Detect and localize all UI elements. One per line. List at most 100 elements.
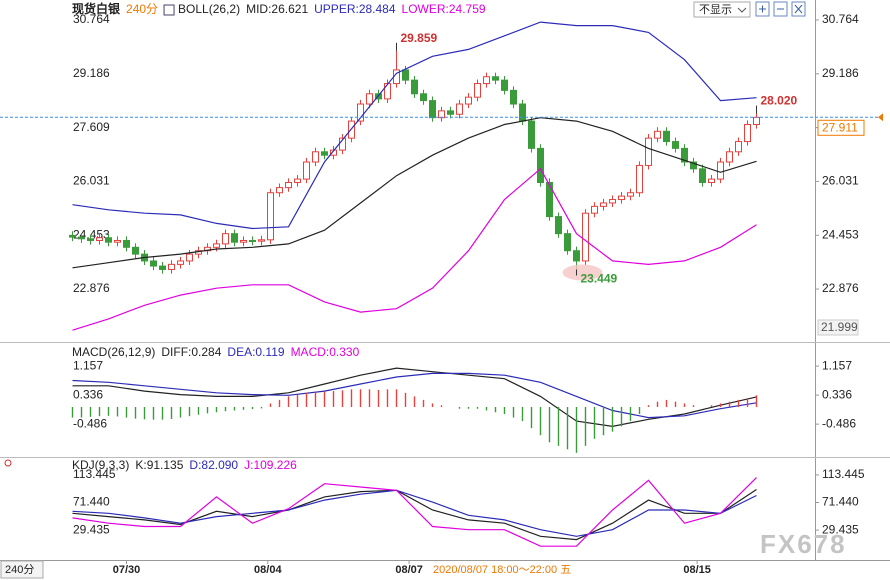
candle-body [240,239,247,243]
indicator-line [72,477,757,547]
candle-body [591,205,598,214]
candle-body [321,151,328,156]
y-tick-label: 30.764 [822,12,859,26]
candle-body [708,178,715,183]
candle-body [627,192,634,197]
y-tick-label-left: 30.764 [73,12,110,26]
dropdown-label: 不显示 [699,3,732,16]
candle-body [726,151,733,163]
dropdown[interactable] [693,1,751,18]
period-label: 240分 [5,563,34,576]
dropdown-arrow [737,7,747,13]
legend-entry: D:82.090 [189,458,238,472]
tool-icons [759,4,803,14]
candle-body [537,147,544,183]
y-tick-label-left: 26.031 [73,174,110,188]
candle-body [87,238,94,241]
candle-body [258,239,265,242]
y-tick-label: 26.031 [822,174,859,188]
candle-body [303,161,310,180]
indicator-line [72,372,757,419]
candle-body [573,250,580,262]
y-tick-label-left: -0.486 [73,416,107,430]
candle-body [420,93,427,102]
candle-body [285,181,292,189]
candle-body [168,263,175,270]
candle-body [276,187,283,194]
indicator-name: MACD(26,12,9) [72,345,155,359]
candle-body [663,130,670,143]
candle-body [78,236,85,240]
candle-body [546,181,553,218]
candle-body [267,192,274,241]
candle-body [456,103,463,115]
candle-body [753,116,760,125]
candle-body [474,83,481,98]
candle-body [366,93,373,105]
last-price-label: 27.911 [822,120,858,134]
indicator-name: KDJ(9,3,3) [72,458,129,472]
candle-body [177,260,184,265]
candle-body [132,246,139,255]
period-box[interactable] [0,560,44,579]
candle-body [609,199,616,204]
x-tick-label: 08/04 [254,564,282,576]
legend-entry: J:109.226 [244,458,297,472]
candle-body [249,239,256,242]
y-tick-label-left: 22.876 [73,281,110,295]
legend-entry: LOWER:24.759 [402,2,486,16]
last-price-marker [878,113,883,122]
candle-body [717,161,724,180]
indicator-name: BOLL(26,2) [178,2,240,16]
indicator-line [72,117,757,269]
candle-body [438,110,445,119]
y-tick-label-left: 0.336 [73,387,103,401]
candle-body [213,243,220,248]
candle-body [411,79,418,95]
candle-body [114,239,121,243]
highlight [562,264,603,281]
candle-body [105,237,112,243]
y-tick-label: 29.186 [822,66,859,80]
y-tick-label-left: 27.609 [73,120,110,134]
legend-entry: DEA:0.119 [227,345,284,359]
x-tick-label: 08/15 [683,564,711,576]
settings-icon[interactable] [4,459,12,467]
candle-body [492,76,499,81]
y-tick-label-left: 29.435 [73,522,110,536]
candle-body [96,237,103,241]
candle-body [510,89,517,105]
candle-body [681,147,688,163]
indicator-line [72,167,757,331]
candle-body [69,234,76,238]
low-label: 21.999 [821,320,858,334]
candle-body [294,178,301,183]
y-tick-label: 29.435 [822,522,859,536]
candle-body [312,151,319,163]
legend-entry: UPPER:28.484 [314,2,396,16]
y-tick-label: 113.445 [822,467,865,481]
candle-body [465,96,472,105]
indicator-line [72,21,757,230]
low-label-box [817,319,859,336]
toolbar: 不显示 [693,1,806,18]
candle-body [447,110,454,115]
watermark: FX678 [760,529,847,559]
candle-body [600,202,607,207]
candle-body [744,123,751,143]
y-tick-label: 71.440 [822,495,859,509]
indicator-line [72,367,757,428]
candle-body [231,233,238,243]
y-tick-label-left: 29.186 [73,66,110,80]
y-tick-label: 0.336 [822,387,852,401]
y-tick-label-left: 1.157 [73,358,103,372]
cursor-time: 2020/08/07 18:00～22:00 五 [433,564,571,576]
y-tick-label: 24.453 [822,227,859,241]
candle-body [735,141,742,153]
legend-entry: MID:26.621 [246,2,308,16]
candle-body [402,69,409,81]
candle-body [150,260,157,267]
candle-body [564,233,571,252]
